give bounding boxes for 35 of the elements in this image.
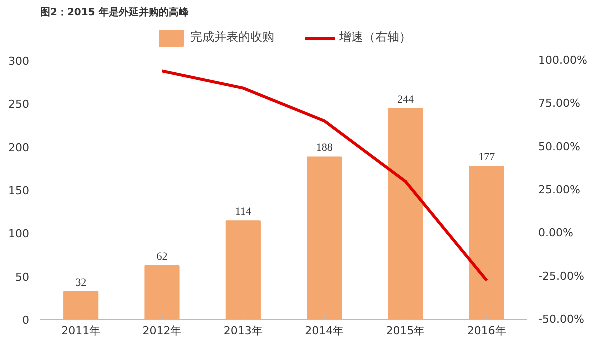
- y2-tick-label: 75.00%: [538, 97, 580, 110]
- bar: [388, 108, 424, 320]
- data-label: 62: [156, 250, 168, 263]
- y2-tick-label: 50.00%: [538, 140, 580, 154]
- y2-tick-label: 100.00%: [538, 54, 588, 67]
- y-tick-label: 200: [8, 141, 30, 154]
- y-tick-label: 150: [8, 184, 30, 198]
- data-label: 114: [235, 206, 252, 218]
- x-tick-label: 2011年: [62, 324, 101, 338]
- y2-tick-label: 0.00%: [538, 226, 574, 240]
- bar: [307, 156, 342, 320]
- x-tick-label: 2016年: [467, 324, 506, 338]
- data-label: 244: [398, 94, 414, 106]
- bar: [144, 265, 180, 320]
- y2-tick-label: -25.00%: [538, 270, 584, 283]
- bar: [64, 291, 99, 320]
- x-tick-label: 2012年: [142, 324, 182, 338]
- bar: [469, 166, 504, 320]
- y-tick-label: 50: [16, 270, 30, 284]
- y2-tick-label: -50.00%: [538, 313, 584, 326]
- y-tick-label: 250: [8, 98, 30, 112]
- x-tick-label: 2013年: [224, 324, 263, 338]
- data-label: 188: [316, 142, 334, 154]
- y-tick-label: 300: [8, 55, 30, 68]
- y-tick-label: 100: [8, 228, 30, 241]
- data-label: 32: [76, 276, 87, 289]
- bar: [226, 220, 261, 320]
- data-label: 177: [478, 152, 496, 164]
- legend-label: 完成并表的收购: [190, 29, 274, 46]
- x-tick-label: 2014年: [305, 324, 344, 338]
- chart-title: 图2：2015 年是外延并购的高峰: [40, 6, 190, 18]
- y-tick-label: 0: [22, 314, 30, 327]
- legend-label: 增速（右轴）: [340, 29, 412, 46]
- x-tick-label: 2015年: [386, 324, 426, 338]
- y2-tick-label: 25.00%: [538, 184, 580, 196]
